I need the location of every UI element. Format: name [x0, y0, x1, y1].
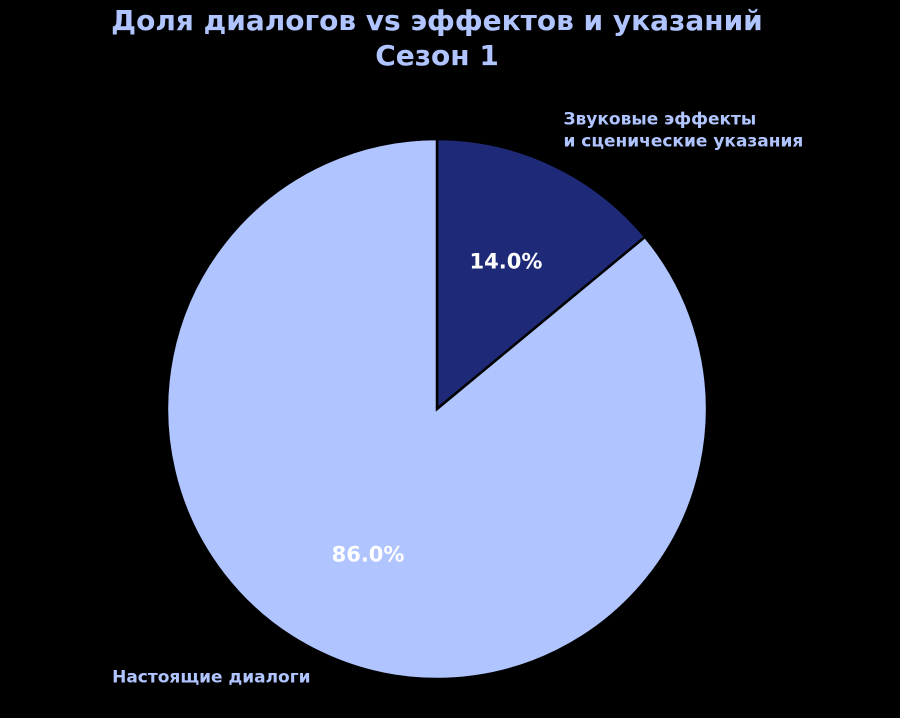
category-label: и сценические указания — [563, 131, 803, 151]
chart-title: Доля диалогов vs эффектов и указаний — [111, 4, 763, 37]
chart-title: Сезон 1 — [375, 39, 499, 72]
pie-slice — [165, 137, 709, 681]
value-label: 86.0% — [332, 543, 405, 567]
value-label: 14.0% — [470, 249, 543, 273]
pie-slice — [435, 137, 647, 412]
category-label: Настоящие диалоги — [112, 668, 310, 688]
category-label: Звуковые эффекты — [563, 109, 756, 129]
